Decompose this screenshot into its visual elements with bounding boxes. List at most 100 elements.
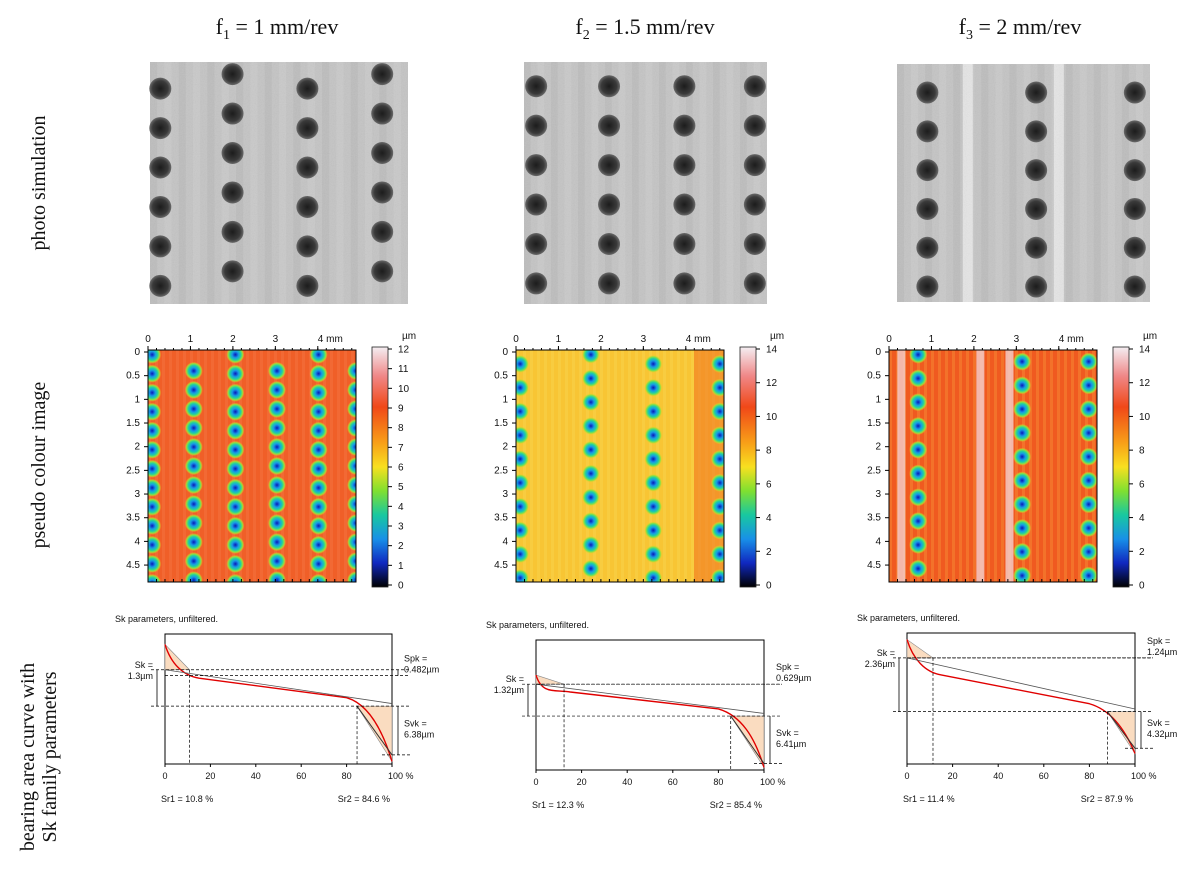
- pseudo-x-tick: 3: [641, 334, 647, 345]
- colour-bar-label: 6: [398, 463, 404, 474]
- pseudo-dimple: [184, 457, 203, 475]
- pseudo-dimple: [267, 533, 286, 552]
- pseudo-dimple: [710, 402, 724, 421]
- photo-dimple: [673, 232, 696, 255]
- pseudo-dimple: [1013, 447, 1032, 466]
- pseudo-dimple: [710, 426, 724, 445]
- pseudo-dimple: [226, 554, 245, 573]
- pseudo-x-tick: 1: [188, 334, 194, 345]
- bearing-x-tick: 20: [948, 771, 958, 781]
- pseudo-dimple: [516, 473, 530, 492]
- pseudo-y-tick: 1: [134, 394, 140, 405]
- pseudo-y-tick: 2.5: [126, 465, 140, 476]
- colour-bar-label: 4: [398, 502, 404, 513]
- photo-dimple: [1025, 275, 1048, 298]
- pseudo-dimple: [1079, 400, 1097, 419]
- pseudo-y-tick: 3.5: [494, 513, 508, 524]
- pseudo-y-tick: 1.5: [867, 418, 881, 429]
- pseudo-dimple: [148, 554, 162, 573]
- pseudo-dimple: [710, 354, 724, 373]
- pseudo-dimple: [516, 450, 530, 469]
- photo-dimple: [221, 181, 244, 204]
- photo-dimple: [598, 154, 621, 177]
- colour-bar-label: 3: [398, 522, 404, 533]
- colour-bar-label: 4: [766, 513, 772, 524]
- pseudo-dimple: [1079, 519, 1097, 538]
- colour-bar-label: 9: [398, 404, 404, 415]
- photo-dimple: [743, 75, 766, 98]
- photo-dimple: [598, 272, 621, 295]
- pseudo-dimple: [644, 426, 663, 445]
- photo-dimple: [525, 232, 548, 255]
- colour-bar-3: µm 14 12 10 8 6 4 2 0: [1112, 331, 1157, 592]
- pseudo-dimple: [1013, 519, 1032, 538]
- pseudo-dimple: [148, 497, 162, 516]
- pseudo-dimple: [1079, 495, 1097, 514]
- pseudo-dimple: [184, 399, 203, 418]
- row-label-photo-line-0: photo simulation: [28, 116, 50, 251]
- pseudo-dimple: [347, 552, 356, 571]
- pseudo-y-tick: 4: [875, 536, 881, 547]
- pseudo-dimple: [644, 497, 663, 516]
- photo-simulation-2: [524, 62, 767, 304]
- colour-bar-label: 0: [398, 581, 404, 592]
- photo-dimple: [743, 193, 766, 216]
- photo-dimple: [743, 114, 766, 137]
- pseudo-dimple: [184, 380, 203, 399]
- spk-label: Spk = 0.482µm: [404, 654, 439, 675]
- photo-dimple: [743, 154, 766, 177]
- pseudo-dimple: [644, 545, 663, 564]
- pseudo-y-tick: 2: [502, 442, 508, 453]
- pseudo-y-tick: 4: [134, 536, 140, 547]
- pseudo-dimple: [267, 476, 286, 495]
- pseudo-dimple: [309, 535, 328, 554]
- pseudo-y-tick: 3: [875, 489, 881, 500]
- pseudo-dimple: [184, 533, 203, 552]
- photo-dimple: [525, 154, 548, 177]
- colour-bar-label: 10: [766, 412, 778, 423]
- pseudo-dimple: [267, 514, 286, 533]
- sk-label: Sk = 1.32µm: [494, 674, 524, 695]
- bearing-curve: [906, 639, 1136, 754]
- colour-bar-label: 7: [398, 443, 404, 454]
- photo-dimple: [149, 274, 172, 297]
- pseudo-dimple: [267, 571, 286, 582]
- photo-dimple: [1123, 197, 1146, 220]
- colour-bar-label: 6: [1139, 479, 1145, 490]
- pseudo-dimple: [1013, 495, 1032, 514]
- pseudo-dimple: [1013, 352, 1032, 371]
- pseudo-dimple: [309, 573, 328, 582]
- bearing-x-tick: 60: [668, 777, 678, 787]
- pseudo-dimple: [347, 476, 356, 495]
- bearing-x-tick: 20: [577, 777, 587, 787]
- photo-dimple: [673, 272, 696, 295]
- colour-bar-label: 1: [398, 561, 404, 572]
- sr1-label: Sr1 = 10.8 %: [161, 794, 213, 804]
- photo-dimple: [149, 235, 172, 258]
- colour-bar-label: 8: [1139, 446, 1145, 457]
- pseudo-dimple: [184, 571, 203, 582]
- pseudo-dimple: [184, 418, 203, 437]
- pseudo-dimple: [1013, 376, 1032, 395]
- photo-dimple: [371, 141, 394, 164]
- pseudo-y-tick: 0.5: [867, 371, 881, 382]
- photo-simulation-1: [149, 62, 408, 304]
- photo-dimple: [916, 81, 939, 104]
- pseudo-dimple: [148, 350, 162, 364]
- pseudo-y-tick: 1: [875, 394, 881, 405]
- svk-label: Svk = 6.38µm: [404, 719, 434, 740]
- pseudo-dimple: [309, 421, 328, 440]
- pseudo-dimple: [347, 533, 356, 552]
- sr1-label: Sr1 = 11.4 %: [903, 794, 955, 804]
- bearing-x-tick: 80: [1084, 771, 1094, 781]
- pseudo-y-tick: 2: [875, 442, 881, 453]
- pseudo-dimple: [184, 514, 203, 533]
- pseudo-dimple: [644, 521, 663, 540]
- photo-dimple: [1123, 236, 1146, 259]
- pseudo-dimple: [909, 369, 928, 388]
- pseudo-dimple: [347, 571, 356, 582]
- pseudo-y-tick: 4: [502, 536, 508, 547]
